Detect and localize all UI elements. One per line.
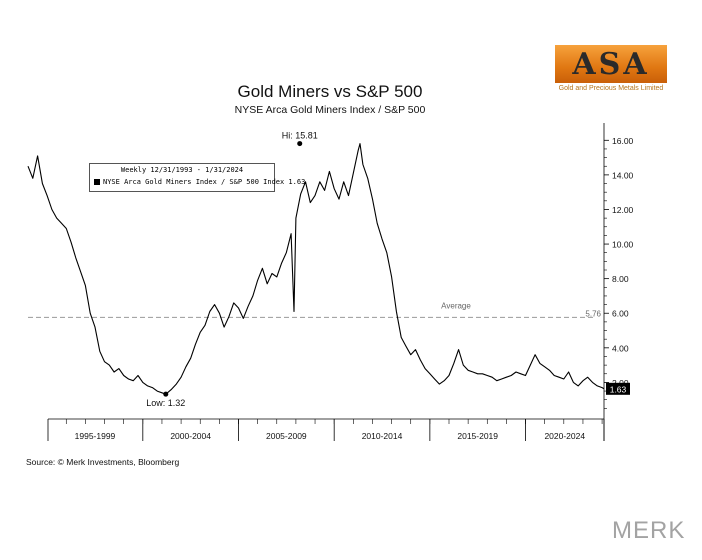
y-tick-label: 10.00 bbox=[612, 240, 634, 250]
chart-legend: Weekly 12/31/1993 - 1/31/2024 NYSE Arca … bbox=[89, 163, 305, 192]
x-group-label: 2000-2004 bbox=[170, 431, 211, 441]
series-line-gold-miners-sp500 bbox=[27, 143, 605, 395]
asa-logo-word: ASA bbox=[572, 47, 650, 82]
legend-entry: NYSE Arca Gold Miners Index / S&P 500 In… bbox=[94, 178, 305, 186]
low-point-marker bbox=[163, 391, 169, 397]
x-group-label: 2005-2009 bbox=[266, 431, 307, 441]
high-annotation: Hi: 15.81 bbox=[282, 131, 318, 141]
last-value-label: 1.63 bbox=[610, 384, 627, 394]
asa-logo: ASA bbox=[555, 45, 667, 83]
x-group-label: 1995-1999 bbox=[75, 431, 116, 441]
chart-title: Gold Miners vs S&P 500 bbox=[237, 82, 423, 101]
legend-period: Weekly 12/31/1993 - 1/31/2024 bbox=[120, 166, 244, 174]
last-value-box bbox=[606, 382, 630, 395]
merk-logo: MERK bbox=[612, 517, 686, 544]
y-tick-label: 6.00 bbox=[612, 309, 629, 319]
y-tick-label: 4.00 bbox=[612, 343, 629, 353]
x-group-label: 2020-2024 bbox=[544, 431, 585, 441]
x-group-label: 2015-2019 bbox=[457, 431, 498, 441]
low-annotation: Low: 1.32 bbox=[146, 398, 185, 408]
average-value-label: 5.76 bbox=[585, 309, 601, 318]
high-point-marker bbox=[297, 141, 303, 147]
asa-logo-tagline: Gold and Precious Metals Limited bbox=[558, 85, 664, 92]
y-tick-label: 16.00 bbox=[612, 136, 634, 146]
chart-subtitle: NYSE Arca Gold Miners Index / S&P 500 bbox=[234, 104, 426, 116]
y-tick-label: 14.00 bbox=[612, 170, 634, 180]
legend-series-label: NYSE Arca Gold Miners Index / S&P 500 In… bbox=[103, 178, 306, 186]
y-tick-label: 8.00 bbox=[612, 274, 629, 284]
average-label: Average bbox=[441, 301, 471, 310]
y-tick-label: 12.00 bbox=[612, 205, 634, 215]
source-note: Source: © Merk Investments, Bloomberg bbox=[26, 457, 180, 467]
chart-panel bbox=[18, 38, 680, 468]
legend-swatch-icon bbox=[94, 179, 100, 185]
x-group-label: 2010-2014 bbox=[362, 431, 403, 441]
